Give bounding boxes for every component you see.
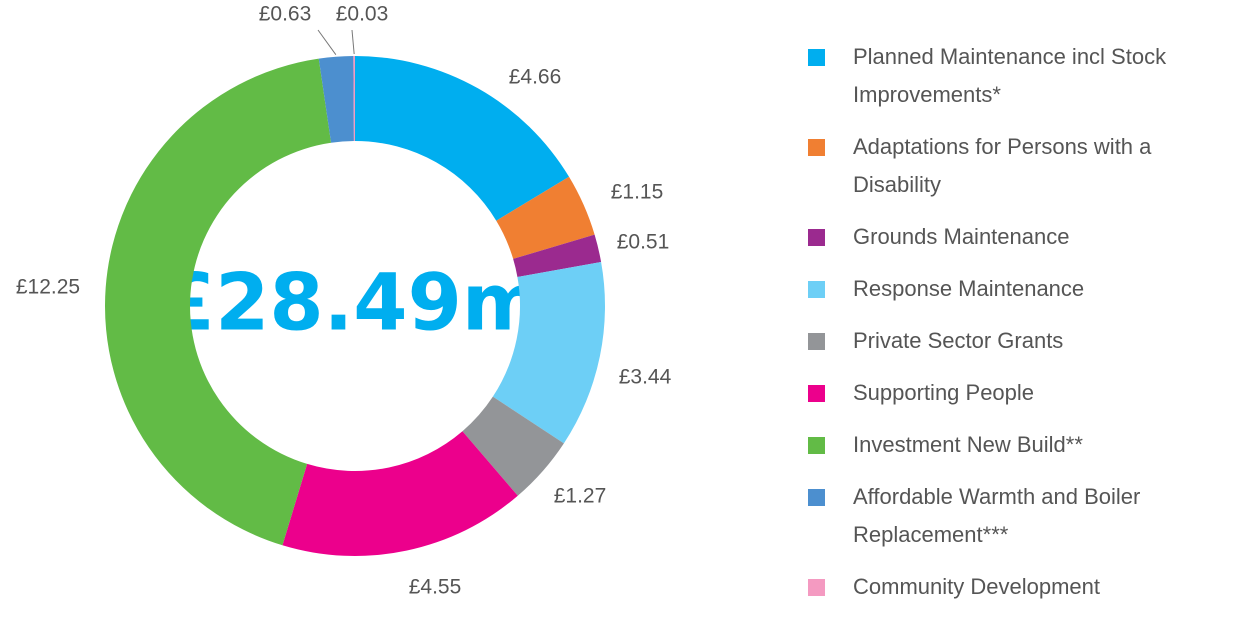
data-label: £0.03: [336, 3, 389, 26]
donut-segment: [282, 431, 518, 556]
donut-segment: [104, 58, 332, 546]
legend-swatch: [808, 385, 825, 402]
legend-swatch: [808, 333, 825, 350]
legend-swatch: [808, 49, 825, 66]
legend-swatch: [808, 139, 825, 156]
legend-swatch: [808, 437, 825, 454]
data-label: £4.55: [409, 576, 462, 599]
donut-segment: [496, 176, 595, 259]
legend-item: Community Development: [808, 568, 1228, 606]
donut-segment: [462, 396, 564, 496]
donut-segment: [492, 261, 606, 444]
legend-swatch: [808, 229, 825, 246]
data-label: £1.27: [554, 485, 607, 508]
legend-label: Community Development: [853, 574, 1100, 599]
page: {"chart_data": {"type": "donut", "center…: [15, 2, 1167, 599]
legend-item: Grounds Maintenance: [808, 218, 1228, 256]
donut-segment: [318, 56, 354, 143]
legend-item: Adaptations for Persons with a Disabilit…: [808, 128, 1228, 204]
data-label: £0.51: [617, 231, 670, 254]
legend-swatch: [808, 281, 825, 298]
data-label: £3.44: [619, 366, 672, 389]
chart: £28.49m £4.66 £1.15 £0.51 £3.44 £1.27 £4.55 £1…: [16, 3, 672, 599]
legend-label: Response Maintenance: [853, 276, 1085, 301]
legend-item: Affordable Warmth and Boiler Replacement…: [808, 478, 1228, 554]
legend-item: Investment New Build**: [808, 426, 1228, 464]
leader-line: [317, 29, 337, 56]
donut-segment: [513, 234, 602, 277]
legend-label: Supporting People: [853, 380, 1035, 405]
legend-label: Private Sector Grants: [853, 328, 1064, 353]
leader-line: [351, 29, 355, 55]
donut-segment: [355, 56, 570, 221]
legend-item: Supporting People: [808, 374, 1228, 412]
legend-swatch: [808, 579, 825, 596]
legend-label: Investment New Build**: [853, 432, 1083, 457]
legend-label: Planned Maintenance incl Stock Improveme…: [853, 44, 1167, 107]
center-label: £28.49m: [161, 258, 543, 348]
legend-item: Response Maintenance: [808, 270, 1228, 308]
legend-label: Adaptations for Persons with a Disabilit…: [853, 134, 1152, 197]
legend-swatch: [808, 489, 825, 506]
data-label: £1.15: [611, 181, 664, 204]
data-label: £12.25: [16, 276, 80, 299]
data-label: £0.63: [259, 3, 312, 26]
data-label: £4.66: [509, 66, 562, 89]
legend-label: Grounds Maintenance: [853, 224, 1070, 249]
legend-item: Private Sector Grants: [808, 322, 1228, 360]
legend-label: Affordable Warmth and Boiler Replacement…: [853, 484, 1141, 547]
legend-item: Planned Maintenance incl Stock Improveme…: [808, 38, 1228, 114]
legend: Planned Maintenance incl Stock Improveme…: [808, 38, 1228, 620]
donut-segment: [353, 56, 355, 142]
